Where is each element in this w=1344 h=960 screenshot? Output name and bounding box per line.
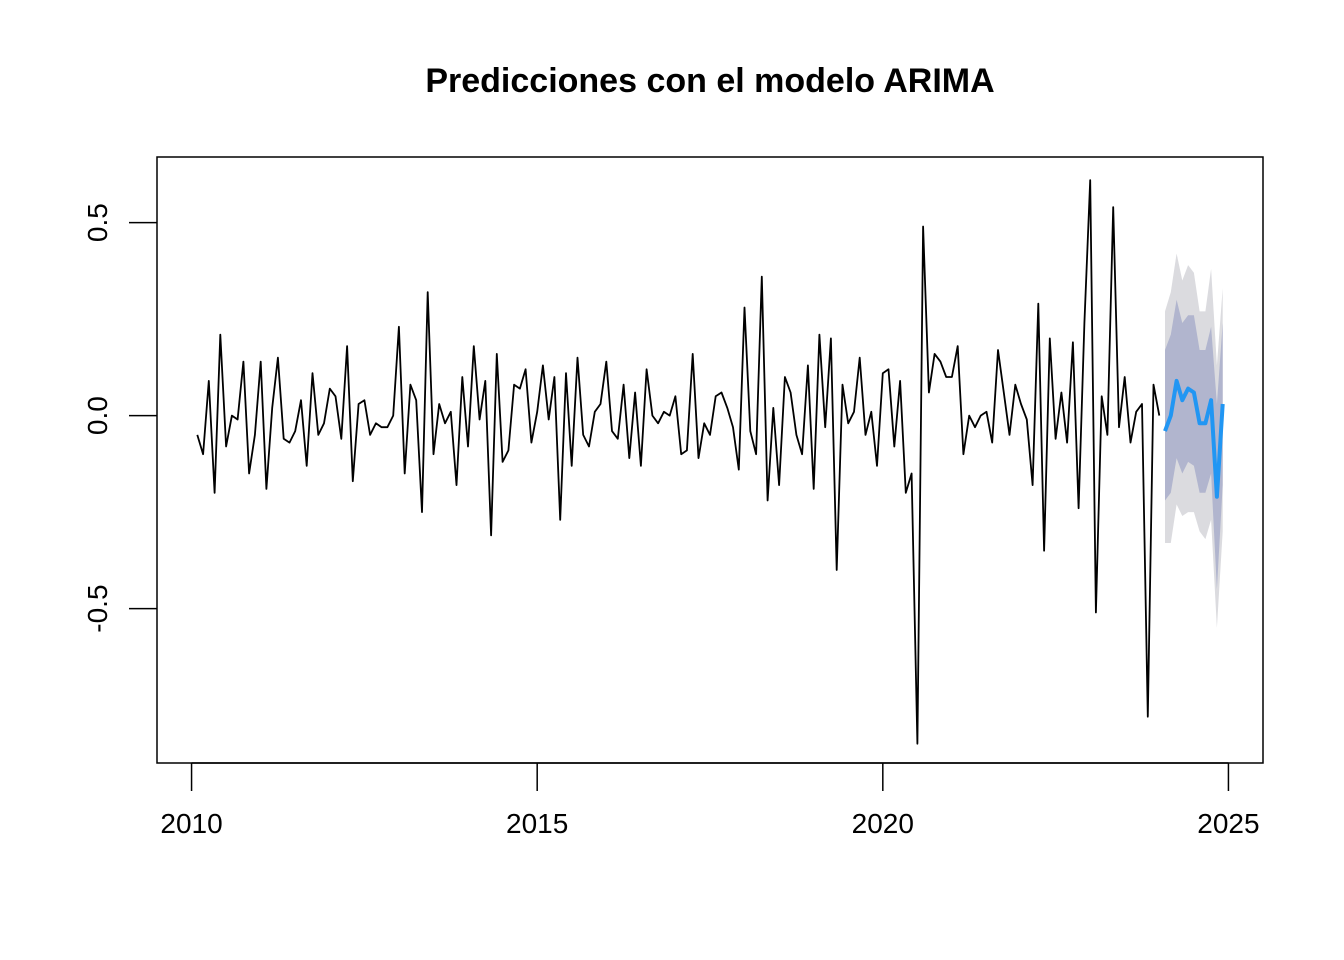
plot-frame bbox=[156, 156, 1264, 764]
y-tick-label: 0.5 bbox=[82, 203, 113, 242]
band-80 bbox=[1165, 299, 1223, 590]
y-axis: -0.5 0.0 0.5 bbox=[82, 203, 157, 633]
observed-line bbox=[196, 179, 1161, 745]
chart-title: Predicciones con el modelo ARIMA bbox=[425, 62, 994, 100]
forecast-bands bbox=[1165, 253, 1223, 628]
x-tick-label: 2015 bbox=[506, 808, 568, 839]
x-axis: 2010 2015 2020 2025 bbox=[160, 762, 1260, 839]
x-tick-label: 2020 bbox=[852, 808, 914, 839]
y-tick-label: 0.0 bbox=[82, 396, 113, 435]
series-lines bbox=[196, 179, 1225, 745]
x-tick-label: 2025 bbox=[1197, 808, 1259, 839]
forecast-line bbox=[1163, 378, 1225, 499]
x-tick-label: 2010 bbox=[160, 808, 222, 839]
y-tick-label: -0.5 bbox=[82, 584, 113, 632]
